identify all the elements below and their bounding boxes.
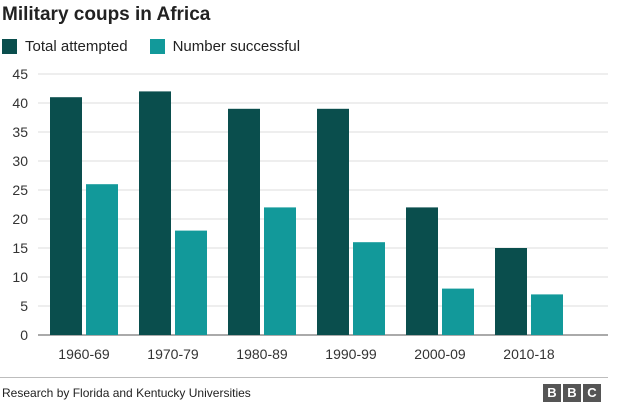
- bbc-logo-block: B: [563, 384, 581, 402]
- bbc-logo: B B C: [541, 384, 601, 402]
- y-tick-label: 25: [12, 182, 28, 198]
- y-tick-label: 45: [12, 66, 28, 82]
- x-tick-label: 1960-69: [58, 346, 110, 362]
- y-tick-label: 40: [12, 95, 28, 111]
- y-tick-label: 15: [12, 240, 28, 256]
- source-divider: [0, 377, 608, 378]
- y-tick-label: 5: [20, 298, 28, 314]
- bar-total-attempted: [228, 108, 260, 335]
- legend-swatch-successful: [149, 39, 165, 54]
- bar-total-attempted: [406, 207, 438, 335]
- bar-chart: 0 5 10 15 20 25 30 35 40 45 1960-69 1970-79 1980-89…: [12, 66, 608, 362]
- bar-total-attempted: [50, 97, 82, 335]
- bar-total-attempted: [495, 248, 527, 335]
- bars: [50, 91, 563, 336]
- bbc-logo-block: C: [583, 384, 601, 402]
- x-axis-tick-labels: 1960-69 1970-79 1980-89 1990-99 2000-09 2010-…: [58, 346, 555, 362]
- legend-item-total: Total attempted: [2, 38, 128, 55]
- bar-total-attempted: [317, 108, 349, 335]
- bar-number-successful: [175, 230, 207, 335]
- source-text: Research by Florida and Kentucky Univers…: [2, 386, 251, 400]
- x-tick-label: 1990-99: [325, 346, 377, 362]
- bar-number-successful: [531, 294, 563, 335]
- y-axis-tick-labels: 0 5 10 15 20 25 30 35 40 45: [12, 66, 28, 343]
- legend-item-successful: Number successful: [149, 38, 301, 55]
- bar-total-attempted: [139, 91, 171, 336]
- y-tick-label: 30: [12, 153, 28, 169]
- legend: Total attempted Number successful: [2, 38, 322, 55]
- x-tick-label: 2000-09: [414, 346, 466, 362]
- x-tick-label: 1980-89: [236, 346, 288, 362]
- x-tick-label: 2010-18: [503, 346, 555, 362]
- legend-label-successful: Number successful: [172, 38, 301, 55]
- y-tick-label: 35: [12, 124, 28, 140]
- y-tick-label: 0: [20, 327, 28, 343]
- bar-number-successful: [353, 242, 385, 335]
- x-tick-label: 1970-79: [147, 346, 199, 362]
- y-tick-label: 20: [12, 211, 28, 227]
- legend-label-total: Total attempted: [25, 38, 128, 55]
- bar-number-successful: [86, 184, 118, 335]
- chart-title: Military coups in Africa: [2, 4, 211, 25]
- bar-number-successful: [264, 207, 296, 335]
- legend-swatch-total: [2, 39, 17, 54]
- bbc-logo-block: B: [543, 384, 561, 402]
- bar-number-successful: [442, 288, 474, 335]
- y-tick-label: 10: [12, 269, 28, 285]
